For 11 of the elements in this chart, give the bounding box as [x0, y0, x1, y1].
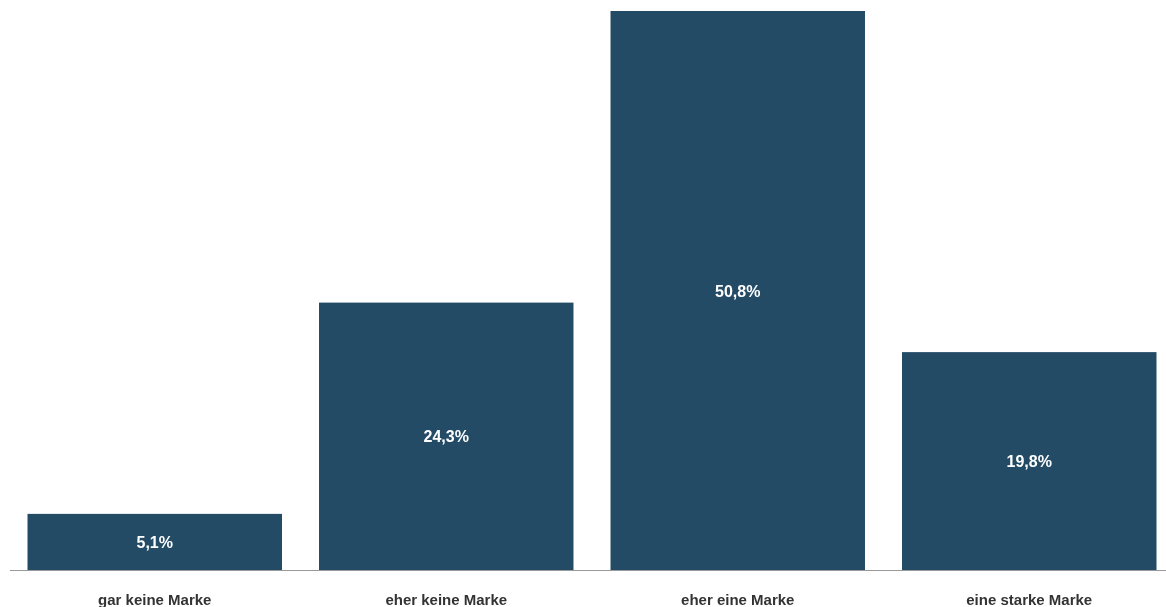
bar	[27, 513, 282, 570]
data-label: 19,8%	[1006, 453, 1052, 471]
bar	[610, 11, 865, 570]
data-label: 5,1%	[136, 533, 173, 551]
bar	[319, 302, 574, 570]
data-label: 50,8%	[715, 282, 761, 300]
x-tick-label: eine starke Marke	[966, 591, 1093, 607]
x-tick-label: eher eine Marke	[681, 591, 795, 607]
x-tick-label: eher keine Marke	[385, 591, 508, 607]
bar	[902, 352, 1157, 570]
data-label: 24,3%	[423, 428, 469, 446]
